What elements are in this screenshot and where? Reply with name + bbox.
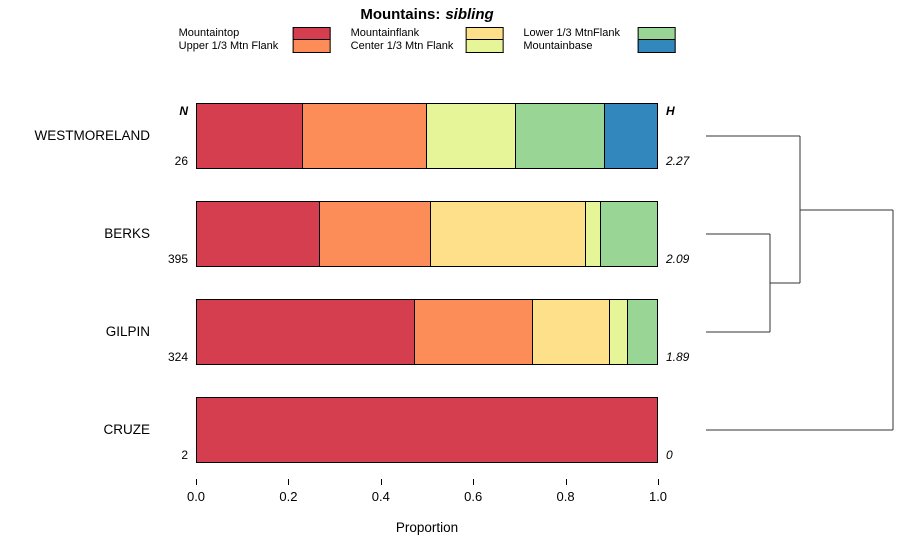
x-axis-tick — [288, 479, 290, 485]
x-axis-tick — [658, 479, 659, 485]
bar-segment-upper-1-3-mtn-flank — [302, 103, 427, 169]
legend-label-center-third-flank: Center 1/3 Mtn Flank — [350, 40, 454, 52]
legend-swatch-group — [637, 27, 676, 53]
legend-swatch-mountaintop — [292, 27, 331, 40]
bar-segment-center-1-3-mtn-flank — [426, 103, 516, 169]
n-value-gilpin: 324 — [167, 350, 188, 364]
bar-segment-lower-1-3-mtnflank — [600, 201, 658, 267]
legend-swatch-center-third-flank — [465, 40, 504, 53]
chart-title-main: Mountains: — [360, 6, 441, 23]
legend-labels: Lower 1/3 MtnFlank Mountainbase — [523, 27, 625, 53]
h-value-cruze: 0 — [666, 448, 673, 462]
legend-swatch-upper-third-flank — [292, 40, 331, 53]
n-value-westmoreland: 26 — [174, 154, 188, 168]
stacked-bar-cruze — [196, 397, 658, 463]
legend-column-2: Mountainflank Center 1/3 Mtn Flank — [351, 27, 504, 53]
legend-labels: Mountainflank Center 1/3 Mtn Flank — [351, 27, 454, 53]
x-axis-tick — [380, 479, 382, 485]
bar-segment-mountaintop — [196, 103, 303, 169]
bar-segment-upper-1-3-mtn-flank — [319, 201, 432, 267]
n-column-header: N — [179, 104, 188, 118]
h-value-gilpin: 1.89 — [666, 350, 690, 364]
row-label-westmoreland: WESTMORELAND — [34, 128, 150, 143]
legend-label-lower-third-flank: Lower 1/3 MtnFlank — [523, 27, 620, 39]
bar-segment-mountaintop — [196, 299, 415, 365]
stacked-bar-gilpin — [196, 299, 658, 365]
x-axis-tick — [196, 479, 197, 485]
legend-swatch-group — [292, 27, 331, 53]
bar-segment-mountainflank — [532, 299, 610, 365]
row-label-cruze: CRUZE — [103, 422, 151, 437]
legend-label-mountaintop: Mountaintop — [178, 27, 240, 39]
bar-segment-center-1-3-mtn-flank — [585, 201, 601, 267]
legend-label-upper-third-flank: Upper 1/3 Mtn Flank — [178, 40, 279, 52]
h-value-berks: 2.09 — [666, 252, 690, 266]
stacked-bar-westmoreland — [196, 103, 658, 169]
legend: Mountaintop Upper 1/3 Mtn Flank Mountain… — [179, 27, 676, 53]
h-column-header: H — [666, 104, 675, 118]
x-axis-tick-label: 0.0 — [186, 489, 206, 504]
legend-swatch-group — [465, 27, 504, 53]
legend-swatch-mountainflank — [465, 27, 504, 40]
legend-label-mountainflank: Mountainflank — [350, 27, 420, 39]
x-axis-label: Proportion — [395, 520, 459, 535]
legend-labels: Mountaintop Upper 1/3 Mtn Flank — [179, 27, 281, 53]
bar-segment-mountaintop — [196, 397, 658, 463]
x-axis-tick-label: 0.4 — [371, 489, 390, 504]
bar-segment-mountainflank — [431, 201, 586, 267]
x-axis-tick-label: 1.0 — [648, 489, 668, 504]
legend-column-3: Lower 1/3 MtnFlank Mountainbase — [523, 27, 676, 53]
row-label-gilpin: GILPIN — [105, 324, 150, 339]
x-axis-tick — [473, 479, 475, 485]
bar-segment-mountaintop — [196, 201, 320, 267]
x-axis-tick-label: 0.8 — [556, 489, 575, 504]
legend-column-1: Mountaintop Upper 1/3 Mtn Flank — [179, 27, 331, 53]
x-axis-tick-label: 0.6 — [464, 489, 483, 504]
legend-swatch-lower-third-flank — [637, 27, 676, 40]
bar-segment-center-1-3-mtn-flank — [609, 299, 628, 365]
legend-label-mountainbase: Mountainbase — [523, 40, 593, 52]
chart-title-method: sibling — [445, 6, 494, 23]
legend-swatch-mountainbase — [637, 40, 676, 53]
h-value-westmoreland: 2.27 — [666, 154, 690, 168]
stacked-bar-berks — [196, 201, 658, 267]
x-axis-tick-label: 0.2 — [279, 489, 298, 504]
bar-segment-upper-1-3-mtn-flank — [414, 299, 533, 365]
n-value-berks: 395 — [167, 252, 188, 266]
bar-segment-lower-1-3-mtnflank — [515, 103, 605, 169]
chart-title: Mountains: sibling — [360, 6, 493, 23]
n-value-cruze: 2 — [181, 448, 188, 462]
row-label-berks: BERKS — [104, 226, 150, 241]
bar-segment-mountainbase — [604, 103, 658, 169]
x-axis-tick — [565, 479, 567, 485]
bar-segment-lower-1-3-mtnflank — [627, 299, 658, 365]
